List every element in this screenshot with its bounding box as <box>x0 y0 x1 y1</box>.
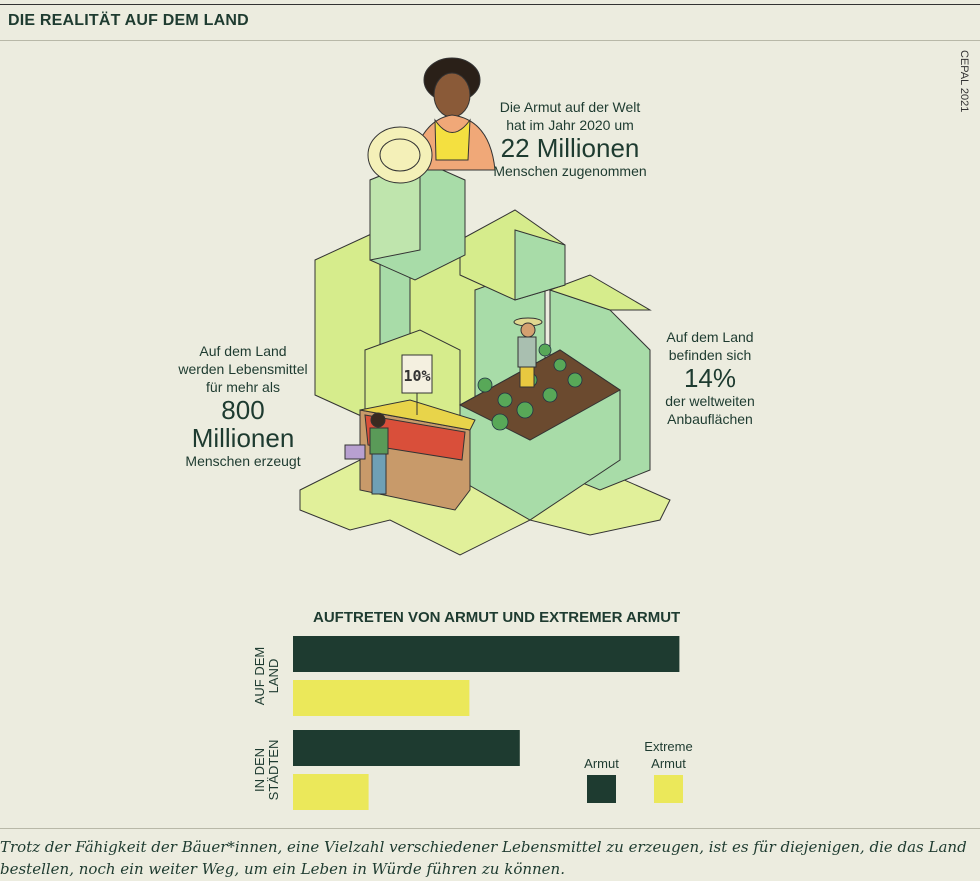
legend-label-extreme-armut: Extreme Armut <box>644 739 692 771</box>
bar-land-extreme-armut <box>293 680 470 716</box>
footer-line1: Trotz der Fähigkeit der Bäuer*innen, ein… <box>0 838 967 856</box>
legend-swatch-armut <box>587 775 616 803</box>
food-annotation: Auf dem Land werden Lebensmittel für meh… <box>168 342 318 470</box>
rural-illustration: 10% <box>299 57 671 556</box>
source-label: CEPAL 2021 <box>958 50 970 113</box>
land-line1: Auf dem Land <box>666 329 754 345</box>
poverty-annotation: Die Armut auf der Welt hat im Jahr 2020 … <box>480 98 660 180</box>
poverty-line1: Die Armut auf der Welt <box>499 99 641 115</box>
legend-swatch-extreme-armut <box>654 775 683 803</box>
bar-cities-extreme-armut <box>293 774 369 810</box>
poverty-bar-chart: AUF DEMLAND IN DENSTÄDTEN Armut Extreme Armu… <box>252 636 693 810</box>
land-value: 14% <box>683 363 737 393</box>
poverty-line3: Menschen zugenommen <box>493 163 647 179</box>
land-annotation: Auf dem Land befinden sich 14% der weltw… <box>650 328 770 428</box>
food-line1: Auf dem Land <box>199 343 287 359</box>
food-line4: Menschen erzeugt <box>185 453 301 469</box>
land-line3: der weltweiten <box>665 393 755 409</box>
footer-line2: bestellen, noch ein weiter Weg, um ein L… <box>0 860 565 878</box>
food-value: 800 <box>221 395 265 425</box>
category-label-0: AUF DEMLAND <box>252 647 281 706</box>
top-rule <box>0 4 980 5</box>
land-line4: Anbauflächen <box>667 411 753 427</box>
cabbage-icons <box>477 343 583 431</box>
farmer-figure <box>513 317 543 388</box>
food-value-unit: Millionen <box>191 423 295 453</box>
price-sign: 10% <box>403 367 430 385</box>
footer-caption: Trotz der Fähigkeit der Bäuer*innen, ein… <box>0 836 980 880</box>
food-line2: werden Lebensmittel <box>178 361 308 377</box>
land-line2: befinden sich <box>668 347 752 363</box>
block-pyramid <box>299 159 671 556</box>
woman-with-plate <box>367 57 496 184</box>
poverty-value: 22 Millionen <box>500 133 640 163</box>
poverty-line2: hat im Jahr 2020 um <box>506 117 634 133</box>
vendor-figure <box>344 412 389 495</box>
legend-label-armut: Armut <box>584 756 619 771</box>
chart-title: AUFTRETEN VON ARMUT UND EXTREMER ARMUT <box>313 609 681 626</box>
category-label-1: IN DENSTÄDTEN <box>252 740 281 801</box>
page-header: DIE REALITÄT AUF DEM LAND <box>8 12 249 29</box>
bar-cities-armut <box>293 730 520 766</box>
footer-rule <box>0 828 980 829</box>
header-rule <box>0 40 980 41</box>
food-line3: für mehr als <box>206 379 280 395</box>
bar-land-armut <box>293 636 680 672</box>
